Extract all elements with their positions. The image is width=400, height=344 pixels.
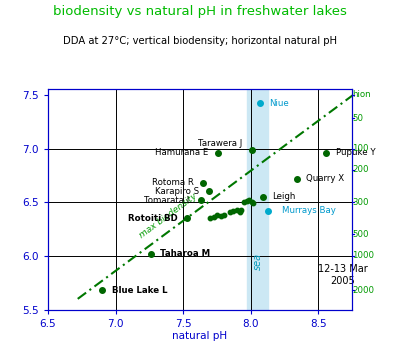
Text: 300: 300 xyxy=(352,198,368,207)
Text: Tomarata L: Tomarata L xyxy=(144,195,191,205)
Text: 100: 100 xyxy=(352,144,368,153)
Text: 500: 500 xyxy=(352,230,368,239)
Text: 1000: 1000 xyxy=(352,251,374,260)
Text: Rotoiti BD: Rotoiti BD xyxy=(128,214,178,223)
Text: Quarry X: Quarry X xyxy=(306,174,344,183)
Text: Niue: Niue xyxy=(270,99,289,108)
Text: Tarawera J: Tarawera J xyxy=(198,139,242,148)
Text: DDA at 27°C; vertical biodensity; horizontal natural pH: DDA at 27°C; vertical biodensity; horizo… xyxy=(63,36,337,46)
Text: sea: sea xyxy=(252,253,262,270)
Text: Hamurana E: Hamurana E xyxy=(156,148,209,157)
Text: 2000: 2000 xyxy=(352,286,374,295)
Text: biodensity vs natural pH in freshwater lakes: biodensity vs natural pH in freshwater l… xyxy=(53,5,347,18)
Text: Rotoma R: Rotoma R xyxy=(152,179,194,187)
Text: hion: hion xyxy=(352,90,371,99)
Text: Blue Lake L: Blue Lake L xyxy=(112,286,167,295)
Bar xyxy=(247,89,268,310)
X-axis label: natural pH: natural pH xyxy=(172,331,228,341)
Text: Murrays Bay: Murrays Bay xyxy=(282,206,336,215)
Text: 50: 50 xyxy=(352,114,363,123)
Text: 12-13 Mar
2005: 12-13 Mar 2005 xyxy=(318,265,368,286)
Text: Pupuke Y: Pupuke Y xyxy=(336,148,376,157)
Text: Taharoa M: Taharoa M xyxy=(160,249,210,258)
Text: Karapiro S: Karapiro S xyxy=(155,187,199,196)
Text: 200: 200 xyxy=(352,165,368,174)
Text: Leigh: Leigh xyxy=(272,192,296,201)
Text: max biodensity: max biodensity xyxy=(138,192,199,240)
